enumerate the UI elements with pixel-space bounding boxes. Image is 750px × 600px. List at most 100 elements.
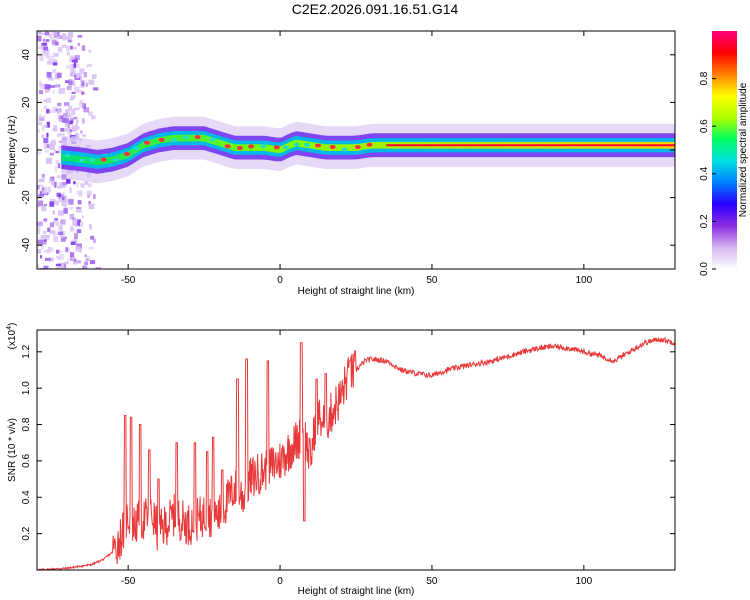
- noise-speck: [52, 219, 57, 225]
- x-tick-label: -50: [121, 576, 136, 587]
- noise-speck: [51, 109, 57, 113]
- noise-speck: [68, 40, 73, 43]
- noise-speck: [73, 116, 77, 120]
- noise-speck: [43, 46, 49, 51]
- chart-title: C2E2.2026.091.16.51.G14: [292, 1, 459, 17]
- noise-speck: [76, 190, 83, 196]
- noise-speck: [52, 128, 58, 132]
- noise-speck: [60, 110, 63, 113]
- noise-speck: [45, 55, 51, 59]
- spectrogram-ticks: -50 0 50 100 -40 -20 0 20 40: [21, 31, 675, 286]
- noise-speck: [50, 145, 55, 149]
- noise-speck: [44, 257, 51, 261]
- noise-speck: [43, 51, 46, 54]
- noise-speck: [72, 256, 75, 262]
- noise-speck: [81, 45, 86, 51]
- noise-speck: [37, 226, 41, 232]
- noise-speck: [48, 77, 54, 81]
- noise-speck: [49, 198, 56, 202]
- noise-speck: [44, 191, 48, 197]
- noise-speck: [73, 237, 78, 243]
- ridge-blob: [171, 138, 177, 143]
- noise-speck: [44, 235, 50, 240]
- noise-speck: [75, 126, 80, 131]
- x-tick-label: 50: [426, 576, 438, 587]
- noise-speck: [64, 128, 70, 132]
- noise-speck: [58, 117, 63, 122]
- ridge-blob: [144, 140, 150, 145]
- noise-speck: [41, 134, 45, 138]
- noise-speck: [37, 45, 43, 50]
- noise-speck: [67, 131, 72, 135]
- noise-speck: [69, 64, 76, 70]
- noise-speck: [84, 261, 89, 266]
- noise-speck: [43, 142, 47, 148]
- noise-speck: [60, 225, 63, 231]
- noise-speck: [79, 99, 84, 105]
- noise-speck: [70, 69, 76, 76]
- noise-speck: [83, 80, 86, 83]
- y-tick-label: 20: [21, 96, 32, 108]
- noise-speck: [53, 236, 59, 242]
- colorbar-tick-label: 0.2: [699, 214, 710, 228]
- noise-speck: [81, 215, 84, 219]
- noise-speck: [43, 99, 48, 102]
- ridge-blob: [248, 144, 255, 149]
- noise-speck: [62, 182, 67, 185]
- y-tick-label: 1.0: [21, 381, 32, 395]
- noise-speck: [80, 130, 83, 134]
- noise-speck: [83, 107, 90, 113]
- ridge-blob: [366, 142, 373, 147]
- noise-speck: [84, 255, 91, 261]
- noise-speck: [41, 244, 44, 249]
- noise-speck: [67, 113, 73, 118]
- y-tick-label: -40: [21, 238, 32, 253]
- noise-speck: [88, 63, 93, 67]
- noise-speck: [39, 191, 44, 197]
- ridge-blob: [133, 146, 140, 151]
- noise-speck: [65, 80, 70, 84]
- noise-speck: [51, 39, 57, 45]
- y-tick-label: -20: [21, 190, 32, 205]
- ridge-blob: [236, 145, 243, 150]
- ridge-blob: [224, 144, 231, 149]
- noise-speck: [37, 249, 40, 252]
- noise-speck: [71, 125, 78, 132]
- noise-speck: [82, 265, 87, 269]
- noise-speck: [49, 36, 54, 39]
- noise-speck: [42, 125, 45, 131]
- x-tick-label: -50: [121, 275, 136, 286]
- noise-speck: [56, 221, 59, 226]
- noise-speck: [48, 58, 52, 65]
- noise-speck: [88, 203, 95, 210]
- noise-speck: [49, 85, 56, 88]
- noise-speck: [67, 258, 70, 264]
- noise-speck: [58, 148, 61, 154]
- noise-speck: [43, 249, 50, 253]
- noise-speck: [69, 187, 72, 193]
- noise-speck: [52, 59, 57, 64]
- ridge-blob: [89, 158, 95, 163]
- noise-speck: [60, 182, 65, 188]
- noise-speck: [82, 118, 85, 124]
- noise-speck: [38, 90, 44, 95]
- noise-speck: [77, 200, 82, 205]
- ridge-blob: [260, 144, 267, 149]
- noise-speck: [85, 82, 88, 87]
- noise-speck: [52, 210, 55, 215]
- colorbar-gradient: [712, 31, 737, 269]
- noise-speck: [59, 182, 63, 188]
- noise-speck: [61, 33, 66, 39]
- spectrogram-ylabel: Frequency (Hz): [7, 116, 18, 185]
- snr-xlabel: Height of straight line (km): [298, 586, 415, 597]
- noise-speck: [56, 108, 61, 115]
- noise-speck: [63, 207, 68, 214]
- noise-speck: [70, 117, 74, 123]
- noise-speck: [43, 137, 49, 144]
- noise-speck: [40, 255, 43, 259]
- noise-speck: [62, 196, 65, 202]
- snr-ylabel: SNR (10 * v/v): [7, 418, 18, 482]
- noise-speck: [78, 103, 84, 109]
- noise-speck: [75, 123, 78, 126]
- noise-speck: [67, 123, 70, 128]
